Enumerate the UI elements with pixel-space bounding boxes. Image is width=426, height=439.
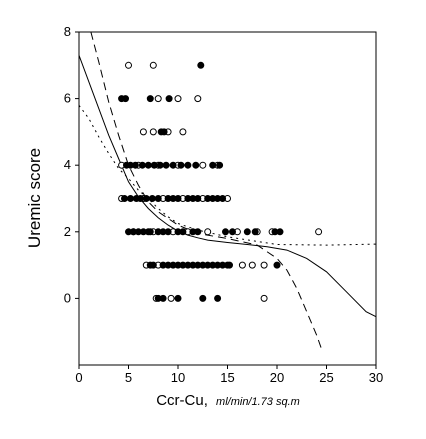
data-point-filled xyxy=(136,195,144,202)
data-point-filled xyxy=(127,195,134,202)
data-point-filled xyxy=(146,95,154,103)
data-point-filled xyxy=(169,161,177,169)
data-point-open xyxy=(154,95,162,103)
data-point-filled xyxy=(160,128,168,136)
data-points xyxy=(118,61,323,302)
axis-titles: Uremic score Ccr-Cu, ml/min/1.73 sq.m xyxy=(25,148,300,409)
data-point-filled xyxy=(165,95,173,103)
data-point-filled xyxy=(121,195,128,202)
y-axis-ticks: 0 2 4 6 8 xyxy=(64,24,79,305)
data-point-filled xyxy=(122,95,129,103)
data-point-filled xyxy=(148,195,156,202)
data-point-open xyxy=(194,95,202,103)
data-point-open xyxy=(125,61,132,69)
x-axis-title-units: ml/min/1.73 sq.m xyxy=(216,396,300,408)
data-point-filled xyxy=(222,228,229,236)
data-point-open xyxy=(149,61,157,69)
data-point-filled xyxy=(138,161,146,169)
data-point-filled xyxy=(184,161,192,169)
data-point-filled xyxy=(219,195,227,202)
data-point-filled xyxy=(179,228,187,236)
data-point-filled xyxy=(146,228,154,236)
data-point-filled xyxy=(159,294,167,302)
data-point-filled xyxy=(192,161,200,169)
x-tick-label: 25 xyxy=(319,370,333,385)
x-tick-label: 15 xyxy=(220,370,234,385)
y-axis-title: Uremic score xyxy=(25,148,44,248)
data-point-filled xyxy=(276,228,284,236)
data-point-filled xyxy=(150,161,158,169)
y-tick-label: 2 xyxy=(64,224,71,239)
x-axis-ticks: 0 5 10 15 20 25 30 xyxy=(75,365,383,385)
x-tick-label: 10 xyxy=(171,370,185,385)
x-axis-title-main: Ccr-Cu, xyxy=(156,392,208,409)
data-point-filled xyxy=(214,294,222,302)
x-tick-label: 0 xyxy=(75,370,82,385)
data-point-filled xyxy=(149,261,157,269)
data-point-open xyxy=(167,294,175,302)
data-point-open xyxy=(179,128,187,136)
data-point-open xyxy=(315,228,323,236)
data-point-filled xyxy=(131,161,139,169)
x-tick-label: 20 xyxy=(270,370,284,385)
data-point-filled xyxy=(216,161,224,169)
data-point-filled xyxy=(194,195,202,202)
data-point-filled xyxy=(273,261,281,269)
data-point-filled xyxy=(209,161,217,169)
data-point-open xyxy=(149,128,157,136)
data-point-filled xyxy=(226,261,233,269)
data-point-filled xyxy=(154,195,162,202)
y-tick-label: 8 xyxy=(64,24,71,39)
data-point-open xyxy=(238,261,246,269)
x-axis-title: Ccr-Cu, ml/min/1.73 sq.m xyxy=(156,392,300,409)
data-point-filled xyxy=(156,161,164,169)
y-tick-label: 0 xyxy=(64,290,71,305)
data-point-filled xyxy=(243,228,251,236)
data-point-filled xyxy=(199,294,207,302)
y-tick-label: 4 xyxy=(64,157,71,172)
x-tick-label: 5 xyxy=(125,370,132,385)
data-point-filled xyxy=(142,195,150,202)
data-point-filled xyxy=(197,61,205,69)
data-point-filled xyxy=(251,228,259,236)
data-point-filled xyxy=(229,228,236,236)
data-point-open xyxy=(139,128,147,136)
data-point-open xyxy=(204,228,212,236)
data-point-filled xyxy=(174,195,182,202)
data-point-filled xyxy=(177,161,185,169)
data-point-filled xyxy=(164,228,172,236)
data-point-filled xyxy=(162,161,170,169)
data-point-filled xyxy=(144,161,152,169)
data-point-open xyxy=(260,261,268,269)
y-tick-label: 6 xyxy=(64,91,71,106)
data-point-open xyxy=(260,294,268,302)
data-point-open xyxy=(199,161,207,169)
data-point-filled xyxy=(194,228,202,236)
data-point-filled xyxy=(174,294,182,302)
data-point-open xyxy=(248,261,256,269)
x-tick-label: 30 xyxy=(369,370,383,385)
data-point-open xyxy=(174,95,182,103)
